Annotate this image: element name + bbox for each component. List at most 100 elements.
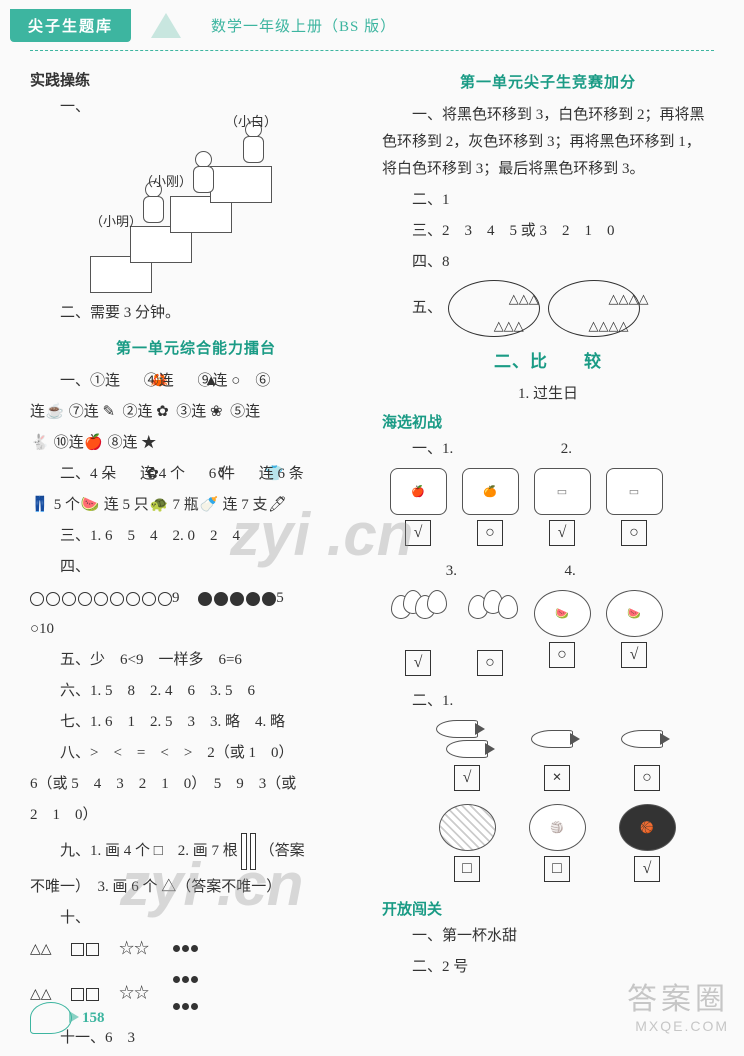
rabbit-icon: 🐇 [30, 430, 50, 457]
quiz-row-1: 🍎 √ 🍊 ○ ▭ √ ▭ ○ [382, 468, 714, 554]
answer-box: √ [454, 765, 480, 791]
text-line: 二、1. [382, 688, 714, 715]
text-line: 五、 △△△△△△ △△△△△△△△ [382, 280, 714, 337]
contest-heading: 第一单元尖子生竞赛加分 [382, 71, 714, 92]
right-column: 第一单元尖子生竞赛加分 一、将黑色环移到 3，白色环移到 2；再将黑色环移到 2… [372, 61, 714, 1056]
text-line: 七、1. 6 1 2. 5 3 3. 略 4. 略 [30, 709, 362, 736]
text-line: 一、第一杯水甜 [382, 923, 714, 950]
text-line: 👖 5 个🍉 连 5 只🐢 7 瓶🍼 连 7 支🖊 [30, 492, 362, 519]
text-line: 二、1 [382, 187, 714, 214]
text-line: 不唯一） 3. 画 6 个 △（答案不唯一） [30, 874, 362, 901]
apple-icon: 🍎 [84, 430, 104, 457]
oval-group: △△△△△△△△ [548, 280, 640, 337]
ability-heading: 第一单元综合能力擂台 [30, 337, 362, 358]
sea-heading: 海选初战 [382, 411, 714, 432]
subsection-heading: 1. 过生日 [382, 382, 714, 403]
arrow-icon [151, 13, 181, 38]
text-line: 九、1. 画 4 个 □ 2. 画 7 根 （答案 [30, 833, 362, 870]
answer-box: √ [549, 520, 575, 546]
page-header: 尖子生题库 数学一年级上册（BS 版） [0, 0, 744, 50]
volleyball-icon: 🏐 [529, 804, 586, 851]
answer-box: □ [544, 856, 570, 882]
text-line: ○10 [30, 616, 362, 643]
crab-icon: 🦀 [120, 368, 140, 395]
text-line: 连☕ ⑦连✎ ②连✿ ③连❀ ⑤连 [30, 399, 362, 426]
unit2-heading: 二、比 较 [382, 347, 714, 372]
balloons-icon [463, 590, 518, 645]
text-line: 六、1. 5 8 2. 4 6 3. 5 6 [30, 678, 362, 705]
quiz-row-2: √ ○ 🍉 ○ 🍉 √ [382, 590, 714, 684]
page-number: 158 [82, 1010, 105, 1027]
turtle-icon: 🐢 [149, 492, 169, 519]
oval-group: △△△△△△ [448, 280, 540, 337]
leaf-icon: ❀ [206, 399, 226, 426]
watermark-small: MXQE.COM [627, 1018, 729, 1034]
watermelon-icon: 🍉 [534, 590, 591, 637]
jar-icon: ▭ [606, 468, 663, 515]
text-line: 三、1. 6 5 4 2. 0 2 4 [30, 523, 362, 550]
watermelon-icon: 🍉 [606, 590, 663, 637]
bottle-icon: 🍼 [199, 492, 219, 519]
left-column: 实践操练 一、 （小明） （小刚） （小白） 二、需要 3 分钟。 第一单元综合… [30, 61, 372, 1056]
circle-row: 9 5 [30, 585, 362, 612]
text-line: 三、2 3 4 5 或 3 2 1 0 [382, 218, 714, 245]
text-line: 四、8 [382, 249, 714, 276]
text-line: 6（或 5 4 3 2 1 0） 5 9 3（或 [30, 771, 362, 798]
whale-icon [30, 1002, 72, 1034]
ball-icon [439, 804, 496, 851]
q1-label: 一、 [30, 94, 362, 121]
stairs-figure: （小明） （小刚） （小白） [90, 126, 362, 296]
melon-icon: 🍉 [80, 492, 100, 519]
jar-icon: ▭ [534, 468, 591, 515]
fish-icon [436, 720, 498, 760]
shape-row: △△ ☆☆ [30, 936, 362, 963]
kid-label-a: （小白） [225, 111, 277, 130]
answer-box: □ [454, 856, 480, 882]
answer-box: ○ [477, 650, 503, 676]
answer-box: ○ [634, 765, 660, 791]
brush-icon: 🖊 [268, 492, 288, 519]
open-heading: 开放闯关 [382, 898, 714, 919]
fish-icon [616, 720, 678, 760]
flower-icon: ✿ [116, 461, 136, 488]
page-body: 实践操练 一、 （小明） （小刚） （小白） 二、需要 3 分钟。 第一单元综合… [0, 51, 744, 1056]
flower-icon: ✿ [153, 399, 173, 426]
fish-icon [526, 720, 588, 760]
kid-label-b: （小刚） [140, 171, 192, 190]
ball-row: □ 🏐 □ 🏀 √ [382, 804, 714, 890]
triangle-icon: ▲ [174, 368, 194, 395]
book-title: 数学一年级上册（BS 版） [211, 15, 396, 36]
pencil-icon: ✎ [99, 399, 119, 426]
text-line: 3. 4. [382, 558, 714, 585]
text-line: 十、 [30, 905, 362, 932]
apple-icon: 🍎 [390, 468, 447, 515]
answer-box: √ [405, 520, 431, 546]
text-line: 四、 [30, 554, 362, 581]
kid-label-c: （小明） [90, 211, 142, 230]
text-line: 八、> < = < > 2（或 1 0） [30, 740, 362, 767]
text-line: 五、少 6<9 一样多 6=6 [30, 647, 362, 674]
orange-icon: 🍊 [462, 468, 519, 515]
text-line: 2 1 0） [30, 802, 362, 829]
vase-icon: ⚱ [185, 461, 205, 488]
answer-box: √ [621, 642, 647, 668]
text-line: 一、将黑色环移到 3，白色环移到 2；再将黑色环移到 2，灰色环移到 3；再将黑… [382, 102, 714, 183]
q2-text: 二、需要 3 分钟。 [30, 300, 362, 327]
answer-box: × [544, 765, 570, 791]
balloons-icon [391, 590, 446, 645]
answer-box: √ [405, 650, 431, 676]
text-line: 一、1. 2. [382, 436, 714, 463]
answer-box: √ [634, 856, 660, 882]
page-footer: 158 [30, 1002, 105, 1034]
text-line: 🐇 ⑩连🍎 ⑧连 ★ [30, 430, 362, 457]
text-line: 一、①连🦀 ④连▲ ⑨连 ○ ⑥ [30, 368, 362, 395]
cup-icon: ☕ [45, 399, 65, 426]
shirt-icon: 👕 [235, 461, 255, 488]
watermark-big: 答案圈 [627, 974, 729, 1018]
answer-box: ○ [621, 520, 647, 546]
corner-watermark: 答案圈 MXQE.COM [627, 974, 729, 1034]
answer-box: ○ [477, 520, 503, 546]
series-tab: 尖子生题库 [10, 9, 131, 42]
basketball-icon: 🏀 [619, 804, 676, 851]
answer-box: ○ [549, 642, 575, 668]
